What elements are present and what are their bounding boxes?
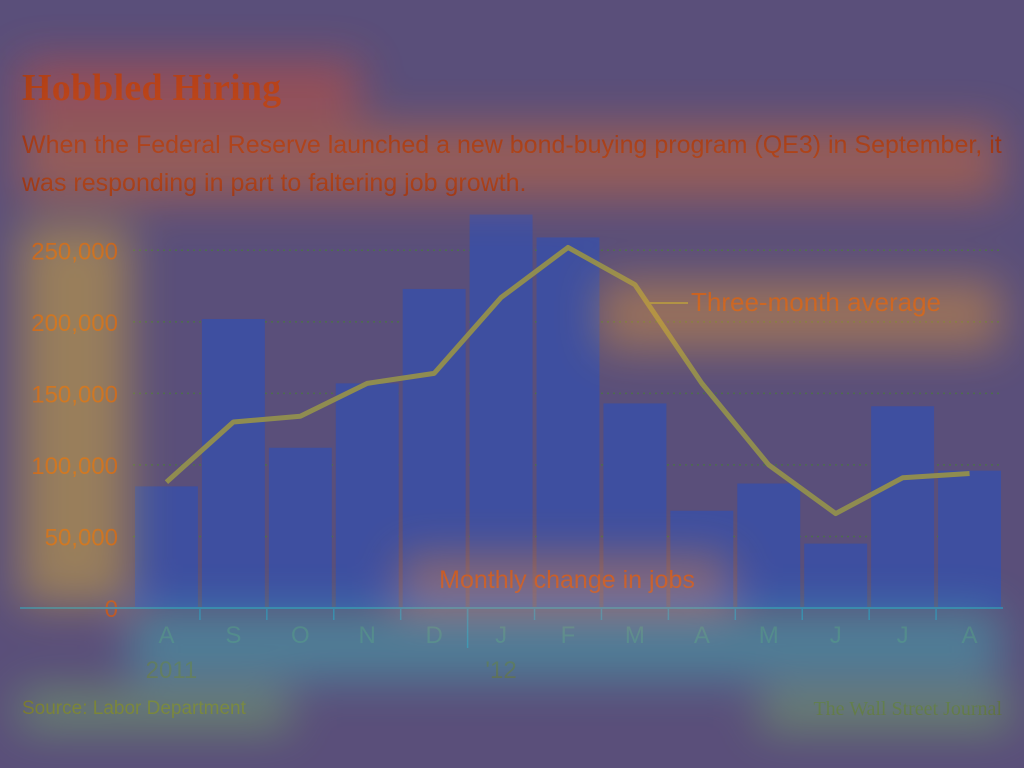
year-label: '12 xyxy=(485,657,516,684)
bar-series-label: Monthly change in jobs xyxy=(439,566,695,594)
x-tick-label: J xyxy=(830,622,842,649)
year-label: 2011 xyxy=(146,657,198,684)
y-tick-label: 50,000 xyxy=(45,524,118,551)
x-tick-label: A xyxy=(962,622,978,649)
bar xyxy=(402,288,466,608)
x-tick-label: A xyxy=(694,622,710,649)
y-tick-label: 150,000 xyxy=(31,381,118,408)
bar xyxy=(135,486,198,608)
bar xyxy=(268,447,332,608)
three-month-average-line xyxy=(164,244,970,517)
y-tick-label: 0 xyxy=(105,596,118,623)
x-tick-label: A xyxy=(158,622,174,649)
x-tick-label: F xyxy=(561,622,576,649)
bar xyxy=(201,318,265,608)
y-tick-label: 250,000 xyxy=(31,238,118,265)
bar xyxy=(804,543,868,608)
bar xyxy=(871,406,935,608)
bar xyxy=(737,483,801,608)
publisher-credit: The Wall Street Journal xyxy=(813,698,1002,720)
x-tick-label: M xyxy=(625,622,645,649)
x-tick-label: M xyxy=(759,622,779,649)
x-tick-label: O xyxy=(291,622,310,649)
bar xyxy=(938,470,1001,608)
x-tick-label: J xyxy=(495,622,507,649)
bar xyxy=(469,214,533,609)
bar xyxy=(536,237,600,608)
source-note: Source: Labor Department xyxy=(22,698,246,719)
y-tick-label: 200,000 xyxy=(31,310,118,337)
x-tick-label: S xyxy=(225,622,241,649)
x-tick-label: N xyxy=(359,622,376,649)
average-line-label: Three-month average xyxy=(691,287,941,317)
x-tick-label: J xyxy=(897,622,909,649)
x-tick-label: D xyxy=(425,622,442,649)
y-tick-label: 100,000 xyxy=(31,453,118,480)
bar xyxy=(335,383,399,608)
